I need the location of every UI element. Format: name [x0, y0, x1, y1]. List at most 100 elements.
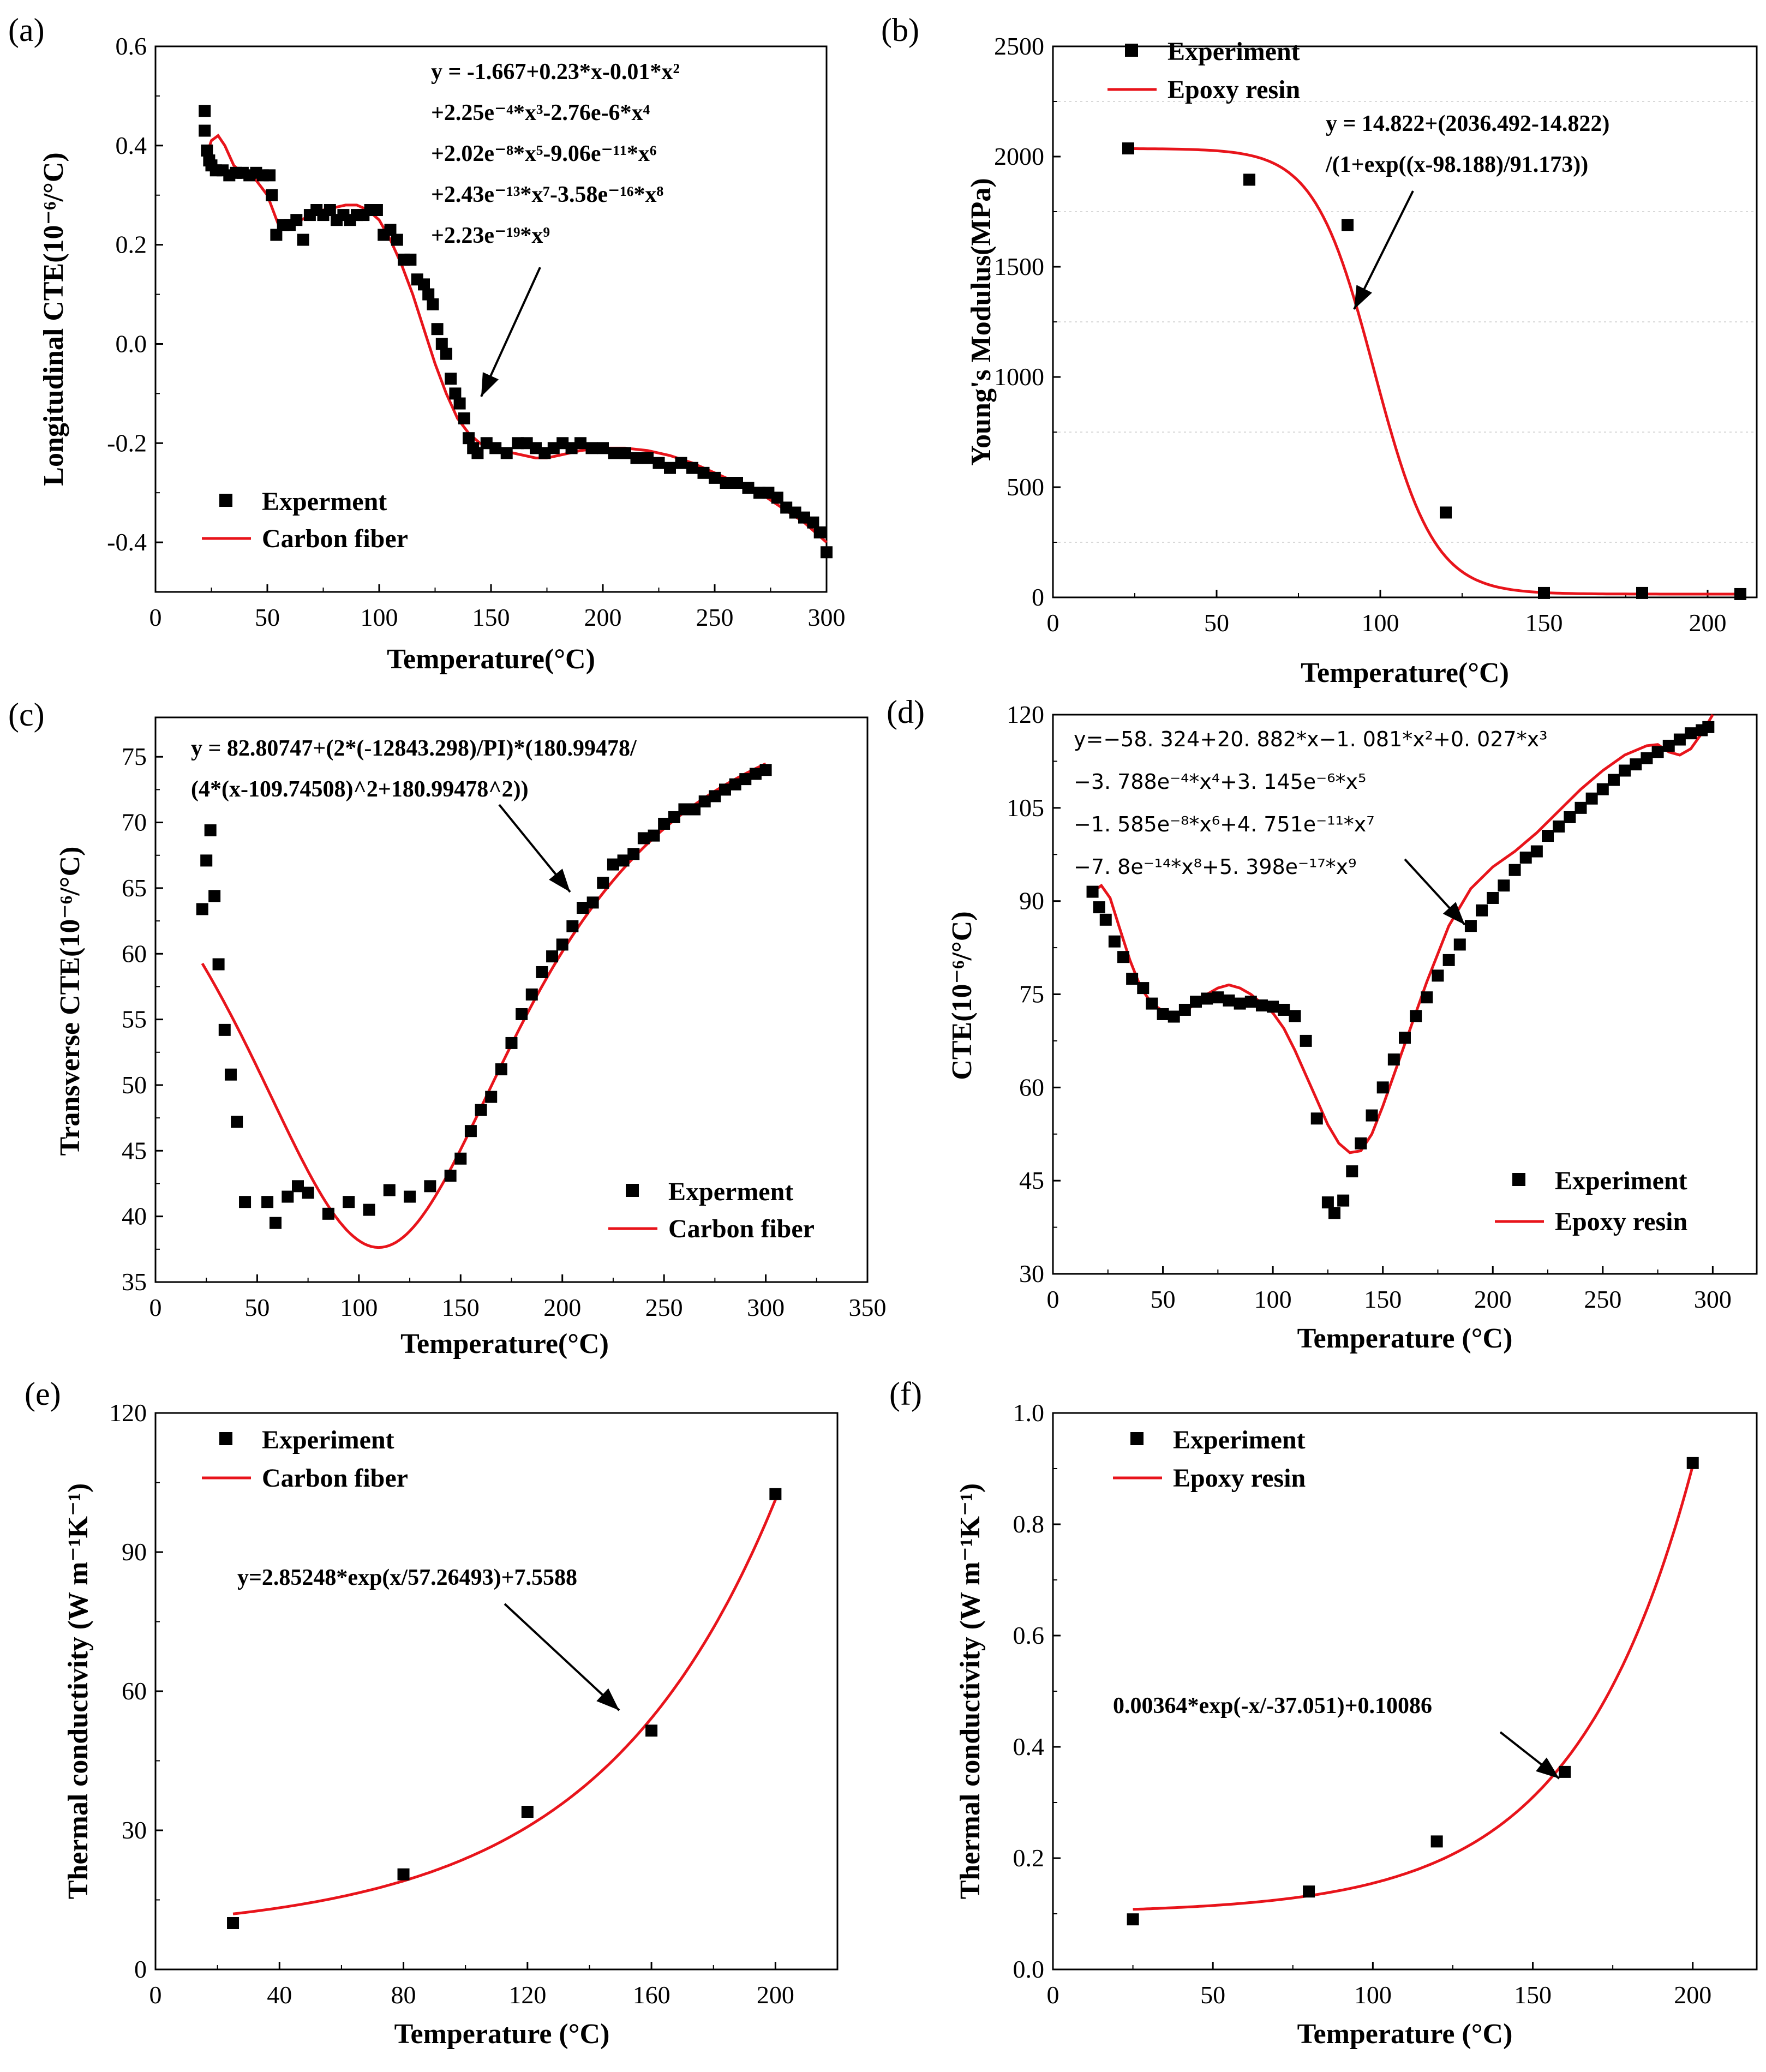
- panel-a: (a) 0 50 100 150 200 250 300 -0.4 -0.2 0.0 0.2 0.4 0.…: [8, 12, 846, 675]
- panel-c: (c) 0 50 100 150 200 250 300 350 35 40 45 50 55 60 65 70…: [8, 697, 887, 1360]
- fit-curve: [1128, 147, 1740, 596]
- data-point: [1337, 1194, 1350, 1207]
- y-tick-label: 45: [1019, 1166, 1044, 1194]
- y-tick-label: 35: [122, 1268, 147, 1296]
- panel-b: (b)0 50 100 150 20005001000150020002500Tempe…: [881, 12, 1758, 688]
- x-tick-label: 200: [1474, 1285, 1512, 1313]
- data-point: [1328, 1207, 1340, 1219]
- x-tick-label: 150: [1525, 609, 1563, 637]
- data-point: [645, 1724, 658, 1737]
- y-tick-label: 90: [122, 1538, 147, 1566]
- x-tick-label: 300: [808, 603, 846, 631]
- y-tick-label: 55: [122, 1005, 147, 1033]
- data-point: [1464, 920, 1477, 932]
- data-point: [1596, 783, 1609, 795]
- data-point: [485, 1091, 498, 1103]
- x-tick-label: 40: [267, 1981, 292, 2009]
- y-tick-label: 50: [122, 1071, 147, 1099]
- data-point: [637, 832, 650, 845]
- y-tick-label: 2500: [994, 32, 1044, 60]
- equation-line: y=2.85248*exp(x/57.26493)+7.5588: [237, 1565, 577, 1590]
- data-point: [231, 1116, 243, 1128]
- legend-label-points: Experiment: [1168, 37, 1300, 66]
- panel-f: (f) 0 50 100 150 200 0.0 0.2 0.4 0.6 0.8 1.0 Tempera…: [889, 1376, 1758, 2050]
- data-point: [1607, 774, 1620, 786]
- data-point: [444, 1170, 457, 1182]
- fit-equation: y = 14.822+(2036.492-14.822) /(1+exp((x-9…: [1325, 111, 1609, 177]
- y-tick-label: 1000: [994, 363, 1044, 391]
- legend-label-line: Carbon fiber: [262, 1464, 408, 1493]
- data-point: [1146, 997, 1158, 1010]
- legend-label-line: Epoxy resin: [1173, 1464, 1306, 1493]
- data-point: [813, 526, 826, 538]
- annotation-arrow: [504, 1603, 620, 1711]
- y-tick-label: 30: [122, 1816, 147, 1844]
- data-point: [642, 452, 654, 464]
- data-point: [1127, 1913, 1139, 1926]
- data-point: [1685, 727, 1697, 740]
- data-point: [648, 829, 660, 842]
- fit-equation: y=−58. 324+20. 882*x−1. 081*x²+0. 027*x³…: [1074, 727, 1547, 879]
- data-point: [199, 124, 211, 137]
- x-tick-label: 0: [149, 1293, 162, 1321]
- y-tick-label: 0.2: [1013, 1844, 1045, 1872]
- legend: Experiment Epoxy resin: [1113, 1426, 1306, 1493]
- data-point: [686, 462, 698, 474]
- x-tick-label: 200: [1689, 609, 1727, 637]
- x-tick-label: 300: [1694, 1285, 1732, 1313]
- data-point: [1122, 142, 1134, 155]
- data-point: [464, 1125, 477, 1137]
- x-axis-label: Temperature(°C): [400, 1328, 609, 1360]
- data-point: [204, 824, 217, 836]
- legend: Experment Carbon fiber: [202, 487, 408, 553]
- data-point: [719, 783, 731, 796]
- data-point: [1630, 758, 1642, 771]
- data-point: [397, 1868, 410, 1881]
- fit-curve: [1133, 1465, 1695, 1911]
- data-point: [585, 442, 598, 454]
- equation-line: −1. 585e⁻⁸*x⁶+4. 751e⁻¹¹*x⁷: [1074, 812, 1374, 836]
- data-point: [264, 169, 276, 182]
- data-point: [269, 1217, 282, 1229]
- data-point: [199, 105, 211, 117]
- data-point: [1734, 588, 1746, 600]
- x-tick-label: 100: [1254, 1285, 1292, 1313]
- fit-equation: y=2.85248*exp(x/57.26493)+7.5588: [237, 1565, 577, 1590]
- x-axis-label: Temperature (°C): [1297, 1323, 1513, 1354]
- legend-label-points: Experment: [262, 487, 387, 516]
- data-point: [1321, 1196, 1334, 1209]
- x-tick-label: 350: [849, 1293, 887, 1321]
- data-point: [607, 858, 619, 871]
- data-point: [1542, 830, 1554, 842]
- x-tick-label: 80: [391, 1981, 416, 2009]
- equation-line: +2.43e⁻¹³*x⁷-3.58e⁻¹⁶*x⁸: [431, 182, 663, 207]
- data-point: [391, 233, 403, 246]
- y-tick-label: 70: [122, 809, 147, 836]
- x-tick-label: 100: [340, 1293, 378, 1321]
- data-point: [200, 854, 213, 867]
- data-point: [1190, 996, 1202, 1008]
- equation-line: /(1+exp((x-98.188)/91.173)): [1325, 152, 1588, 177]
- annotation-arrowhead: [1442, 902, 1465, 925]
- panel-label: (d): [887, 694, 925, 730]
- data-point: [675, 457, 687, 469]
- data-point: [652, 457, 665, 469]
- data-point: [1212, 991, 1224, 1004]
- x-tick-label: 200: [584, 603, 622, 631]
- y-tick-label: 120: [1007, 700, 1044, 728]
- y-tick-label: 0.6: [1013, 1621, 1045, 1649]
- data-point: [1137, 982, 1150, 995]
- data-point: [1453, 938, 1466, 951]
- annotation-arrowhead: [481, 372, 499, 397]
- equation-line: −3. 788e⁻⁴*x⁴+3. 145e⁻⁶*x⁵: [1074, 770, 1366, 794]
- data-point: [556, 938, 568, 951]
- data-point: [495, 1063, 507, 1076]
- data-point: [1440, 506, 1452, 519]
- y-tick-label: 1500: [994, 253, 1044, 280]
- data-point: [1432, 969, 1444, 982]
- x-tick-label: 100: [1354, 1981, 1392, 2009]
- x-tick-label: 150: [442, 1293, 480, 1321]
- data-point: [489, 442, 502, 454]
- data-point: [418, 278, 430, 291]
- y-tick-label: 0.8: [1013, 1510, 1045, 1538]
